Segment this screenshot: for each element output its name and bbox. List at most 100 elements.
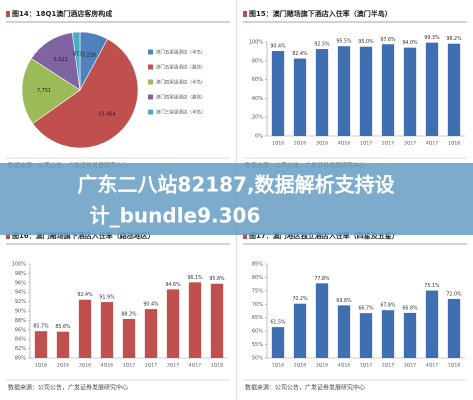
banner (0, 163, 473, 235)
data-label: 95.5% (336, 39, 352, 45)
data-label: 873 (73, 52, 83, 58)
bar (210, 283, 224, 358)
legend-swatch (148, 109, 153, 115)
y-tick-label: 92% (15, 299, 26, 305)
data-label: 94.0% (402, 40, 418, 46)
x-tick-label: 4Q16 (338, 141, 350, 147)
data-label: 3,228 (82, 53, 96, 59)
legend-label: 澳门五星级酒店（半岛） (156, 49, 206, 56)
data-label: 85.6% (55, 324, 71, 330)
y-tick-label: 100% (12, 262, 27, 268)
data-label: 99.3% (424, 35, 440, 41)
bar (315, 283, 329, 358)
data-label: 75.1% (424, 283, 440, 289)
y-tick-label: 90% (15, 309, 26, 315)
data-label: 67.8% (380, 303, 396, 309)
x-tick-label: 1Q16 (35, 363, 47, 369)
data-label: 95.8% (209, 276, 225, 282)
data-label: 61.5% (270, 320, 286, 326)
data-label: 77.8% (314, 276, 330, 282)
data-label: 23,464 (98, 111, 116, 117)
legend-label: 澳门五星级酒店（路氹） (156, 64, 206, 71)
source-note: 数据来源：公司公告，广发证券发展研究中心 (8, 384, 128, 392)
x-tick-label: 2Q16 (294, 141, 306, 147)
y-tick-label: 98% (15, 271, 26, 277)
y-tick-label: 86% (15, 327, 26, 333)
data-label: 66.8% (402, 305, 418, 311)
data-label: 82.4% (292, 51, 308, 57)
bar (293, 58, 307, 136)
chart-title: 图15：澳门赌场旗下酒店入住率（澳门半岛） (249, 9, 392, 18)
y-tick-label: 84% (15, 337, 26, 343)
bar (271, 327, 285, 358)
bar (337, 305, 351, 358)
y-tick-label: 80% (15, 356, 26, 362)
banner-text: 广东二八站82187,数据解析支持设 (77, 173, 394, 197)
data-label: 7,751 (37, 88, 51, 94)
y-tick-label: 20% (252, 115, 263, 121)
data-label: 69.6% (336, 298, 352, 304)
data-label: 92.5% (314, 42, 330, 48)
x-tick-label: 4Q17 (426, 141, 438, 147)
data-label: 92.4% (77, 292, 93, 298)
y-tick-label: 85% (252, 262, 263, 268)
y-tick-label: 96% (15, 280, 26, 286)
banner-text: 计_bundle9.306 (90, 204, 261, 228)
bar (144, 309, 158, 358)
y-tick-label: 40% (252, 96, 263, 102)
data-label: 91.9% (99, 295, 115, 301)
x-tick-label: 4Q17 (189, 363, 201, 369)
y-tick-label: 55% (252, 342, 263, 348)
y-tick-label: 50% (252, 356, 263, 362)
bar (447, 298, 461, 358)
y-tick-label: 0% (255, 134, 263, 140)
data-label: 66.7% (358, 306, 374, 312)
pie-slice (21, 58, 81, 124)
y-tick-label: 65% (252, 315, 263, 321)
data-label: 95.0% (358, 39, 374, 45)
data-label: 5,621 (54, 57, 68, 63)
bar (425, 290, 439, 358)
bar (100, 302, 114, 358)
x-tick-label: 2Q16 (294, 363, 306, 369)
bar (381, 310, 395, 358)
x-tick-label: 1Q16 (272, 363, 284, 369)
bar (359, 313, 373, 358)
x-tick-label: 4Q17 (426, 363, 438, 369)
y-tick-label: 80% (252, 58, 263, 64)
y-tick-label: 60% (252, 329, 263, 335)
x-tick-label: 2Q17 (382, 141, 394, 147)
bar (403, 47, 417, 136)
x-tick-label: 1Q18 (211, 363, 223, 369)
x-tick-label: 1Q17 (360, 363, 372, 369)
chart-title: 图16：澳门赌场旗下酒店入住率（路氹地区） (12, 231, 155, 240)
y-tick-label: 60% (252, 77, 263, 83)
bar (293, 303, 307, 358)
title-icon (6, 233, 10, 239)
legend-label: 澳门三星级酒店（半岛） (156, 109, 206, 116)
legend-swatch (148, 49, 153, 55)
bar (447, 43, 461, 136)
legend-label: 澳门四星级酒店（半岛） (156, 79, 206, 86)
data-label: 88.3% (121, 311, 137, 317)
x-tick-label: 1Q18 (448, 141, 460, 147)
x-tick-label: 3Q16 (316, 363, 328, 369)
x-tick-label: 3Q17 (404, 141, 416, 147)
bar (337, 46, 351, 137)
y-tick-label: 70% (252, 302, 263, 308)
y-tick-label: 100% (249, 40, 264, 46)
data-label: 94.6% (165, 282, 181, 288)
chart-title: 图14：18Q1澳门酒店客房构成 (12, 9, 112, 18)
x-tick-label: 3Q17 (167, 363, 179, 369)
bar (425, 42, 439, 136)
bar (56, 331, 70, 358)
data-label: 98.2% (446, 36, 462, 42)
x-tick-label: 4Q16 (101, 363, 113, 369)
y-tick-label: 94% (15, 290, 26, 296)
pie-slice (32, 38, 139, 149)
x-tick-label: 4Q16 (338, 363, 350, 369)
legend-label: 澳门四星级酒店（路氹） (156, 94, 206, 101)
bar (78, 299, 92, 358)
x-tick-label: 3Q17 (404, 363, 416, 369)
charts: 图14：18Q1澳门酒店客房构成 3,228 澳门五星级酒店（半岛） 23,464 澳门… (6, 9, 467, 392)
